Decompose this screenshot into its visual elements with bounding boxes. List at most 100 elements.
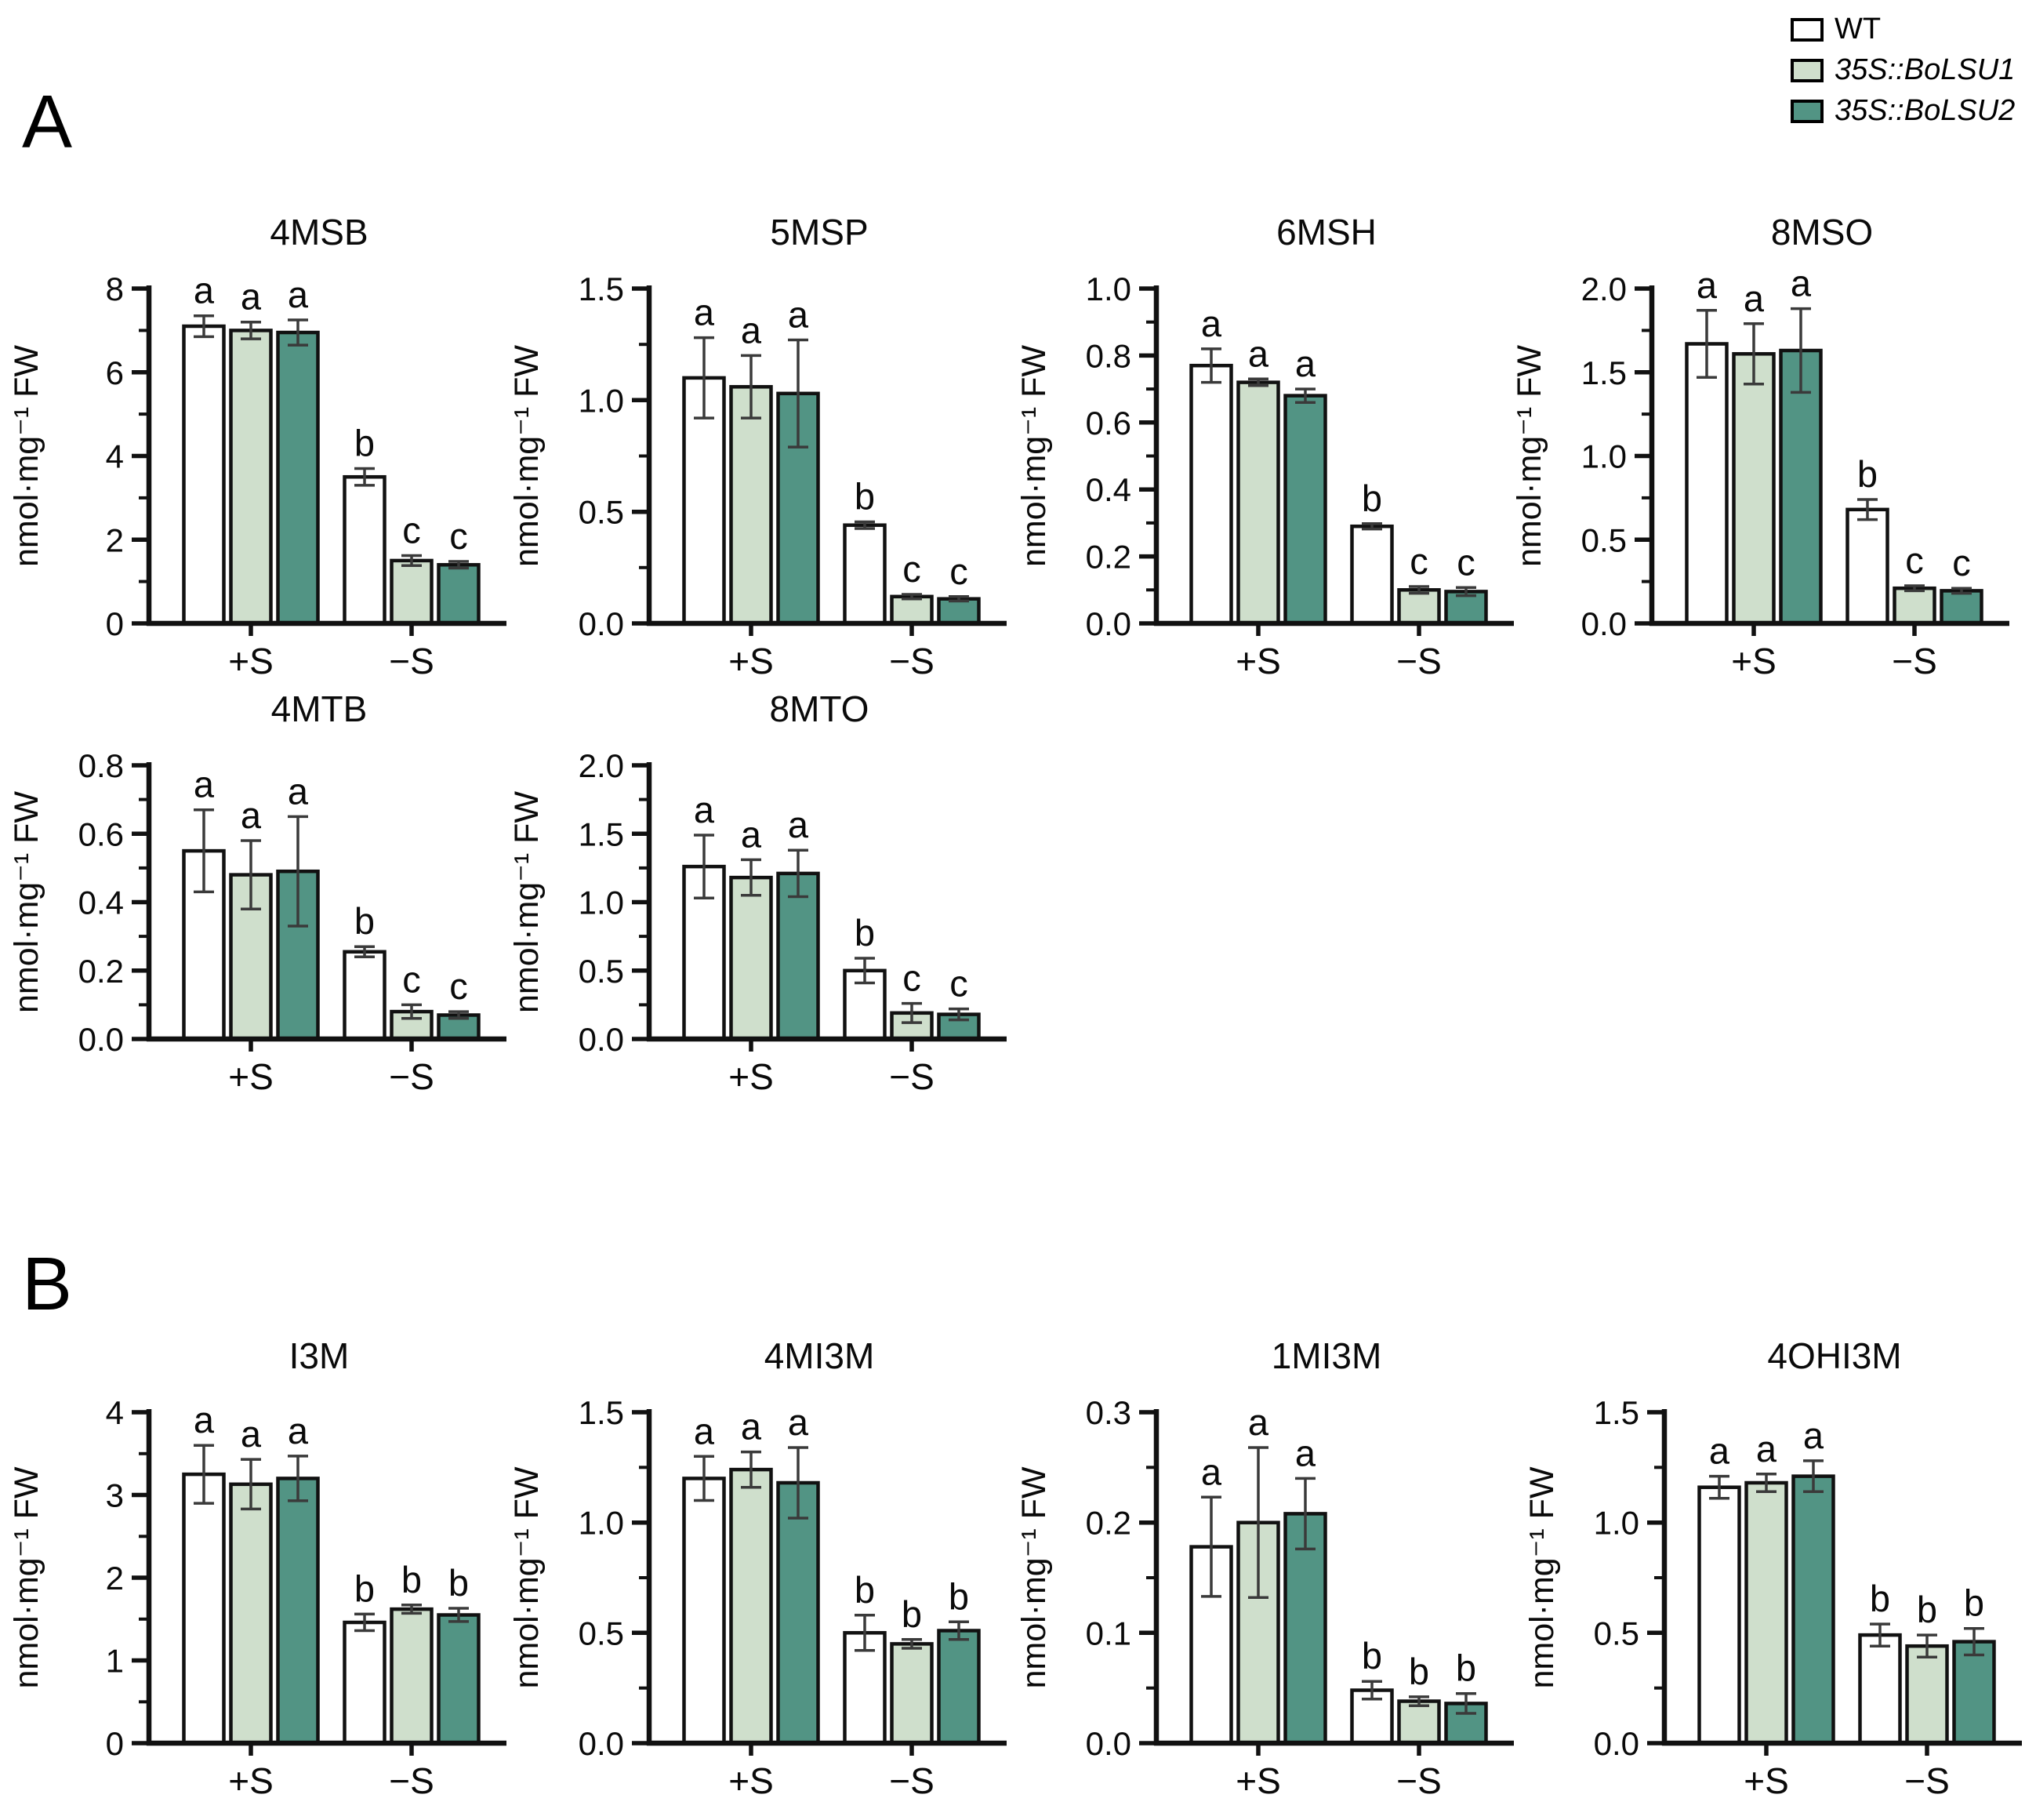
sig-letter: a <box>1744 278 1765 319</box>
error-bar <box>1456 1691 1476 1715</box>
y-axis-label: nmol·mg⁻¹ FW <box>1017 345 1053 567</box>
y-tick-label: 0.0 <box>579 1021 624 1058</box>
bar <box>682 1477 726 1746</box>
sig-letter: a <box>741 309 762 351</box>
y-tick-label: 8 <box>106 271 124 307</box>
y-tick-label: 0.0 <box>78 1021 124 1058</box>
y-tick-label: 1.5 <box>1594 1394 1639 1431</box>
sig-letter: a <box>694 292 715 333</box>
bar <box>937 1629 981 1746</box>
legend-swatch-bolsu1 <box>1791 58 1824 82</box>
error-bar <box>741 858 761 897</box>
legend: WT 35S::BoLSU1 35S::BoLSU2 <box>1791 13 2015 128</box>
sig-letter: a <box>1709 1430 1730 1472</box>
x-tick-label: −S <box>389 641 434 681</box>
chart-4msb: 4MSB nmol·mg⁻¹ FW a a a +S b c c −S 0 2 4 6 8 <box>8 196 511 720</box>
sig-letter: b <box>1362 1635 1382 1677</box>
sig-letter: c <box>1457 541 1475 583</box>
sig-letter: b <box>401 1559 422 1600</box>
y-tick-label: 0.2 <box>78 953 124 990</box>
bar <box>1893 586 1936 626</box>
y-tick-label: 0.0 <box>579 1725 624 1762</box>
error-bar <box>741 354 761 420</box>
error-bar <box>288 815 308 928</box>
sig-letter: b <box>1857 453 1878 495</box>
sig-letter: a <box>1295 343 1316 384</box>
x-tick-label: −S <box>1396 641 1442 681</box>
bar <box>729 385 773 626</box>
sig-letter: c <box>949 550 968 592</box>
error-bar <box>1362 1680 1382 1701</box>
chart-4mtb: 4MTB nmol·mg⁻¹ FW a a a +S b c c −S 0.0 0.2 0.4 0.6 0.… <box>8 673 511 1135</box>
bar <box>843 523 887 626</box>
error-bar <box>354 1612 375 1633</box>
chart-title: 6MSH <box>1276 212 1377 252</box>
y-tick-label: 2 <box>106 1560 124 1597</box>
error-bar <box>401 554 422 568</box>
sig-letter: b <box>855 476 875 518</box>
error-bar <box>1791 307 1811 394</box>
error-bar <box>902 1001 922 1024</box>
error-bar <box>194 808 214 894</box>
bar <box>1697 1485 1741 1746</box>
chart-title: 8MSO <box>1771 212 1873 252</box>
x-tick-label: +S <box>228 641 274 681</box>
y-tick-label: 0.5 <box>1594 1615 1639 1651</box>
sig-letter: a <box>741 813 762 855</box>
legend-label-wt: WT <box>1835 13 1882 45</box>
y-tick-label: 0.8 <box>78 747 124 784</box>
sig-letter: a <box>694 789 715 830</box>
bar <box>343 474 387 626</box>
chart-title: I3M <box>289 1335 350 1376</box>
y-axis-label: nmol·mg⁻¹ FW <box>1512 345 1548 567</box>
error-bar <box>1248 377 1268 387</box>
chart-4ohi3m: 4OHI3M nmol·mg⁻¹ FW a a a +S b b b −S 0.0 0.5 1.0 1.5 <box>1523 1320 2027 1820</box>
sig-letter: a <box>1248 332 1269 374</box>
bar <box>1189 363 1233 626</box>
error-bar <box>788 338 808 449</box>
y-axis-label: nmol·mg⁻¹ FW <box>1525 1466 1561 1688</box>
sig-letter: b <box>1456 1647 1476 1689</box>
legend-item-bolsu1: 35S::BoLSU1 <box>1791 53 2015 87</box>
legend-label-bolsu1: 35S::BoLSU1 <box>1835 53 2016 86</box>
panel-b-label: B <box>22 1242 73 1326</box>
y-tick-label: 1.0 <box>579 1505 624 1542</box>
bar <box>729 875 773 1041</box>
y-tick-label: 0.4 <box>78 885 124 921</box>
sig-letter: c <box>902 957 921 999</box>
y-tick-label: 0.0 <box>1581 605 1627 642</box>
chart-title: 8MTO <box>770 688 869 729</box>
error-bar <box>241 1458 261 1511</box>
bar <box>1952 1640 1996 1746</box>
bar <box>343 1620 387 1746</box>
sig-letter: b <box>855 1569 875 1611</box>
x-tick-label: +S <box>228 1760 274 1801</box>
error-bar <box>288 1455 308 1502</box>
sig-letter: a <box>288 274 309 315</box>
sig-letter: c <box>1410 540 1428 582</box>
y-tick-label: 0.0 <box>1086 605 1131 642</box>
error-bar <box>1803 1459 1824 1494</box>
sig-letter: a <box>288 1410 309 1451</box>
y-tick-label: 1.5 <box>579 271 624 307</box>
x-tick-label: −S <box>889 641 935 681</box>
y-tick-label: 1.0 <box>1594 1505 1639 1542</box>
bar <box>182 1472 226 1746</box>
sig-letter: a <box>741 1406 762 1448</box>
sig-letter: b <box>354 1568 375 1609</box>
bar <box>276 1477 320 1746</box>
y-tick-label: 0.5 <box>1581 521 1627 558</box>
x-tick-label: −S <box>889 1760 935 1801</box>
sig-letter: a <box>1756 1428 1777 1469</box>
sig-letter: a <box>1201 1451 1222 1492</box>
error-bar <box>401 1604 422 1615</box>
sig-letter: a <box>1248 1401 1269 1443</box>
chart-title: 1MI3M <box>1272 1335 1382 1376</box>
y-tick-label: 0 <box>106 1725 124 1762</box>
